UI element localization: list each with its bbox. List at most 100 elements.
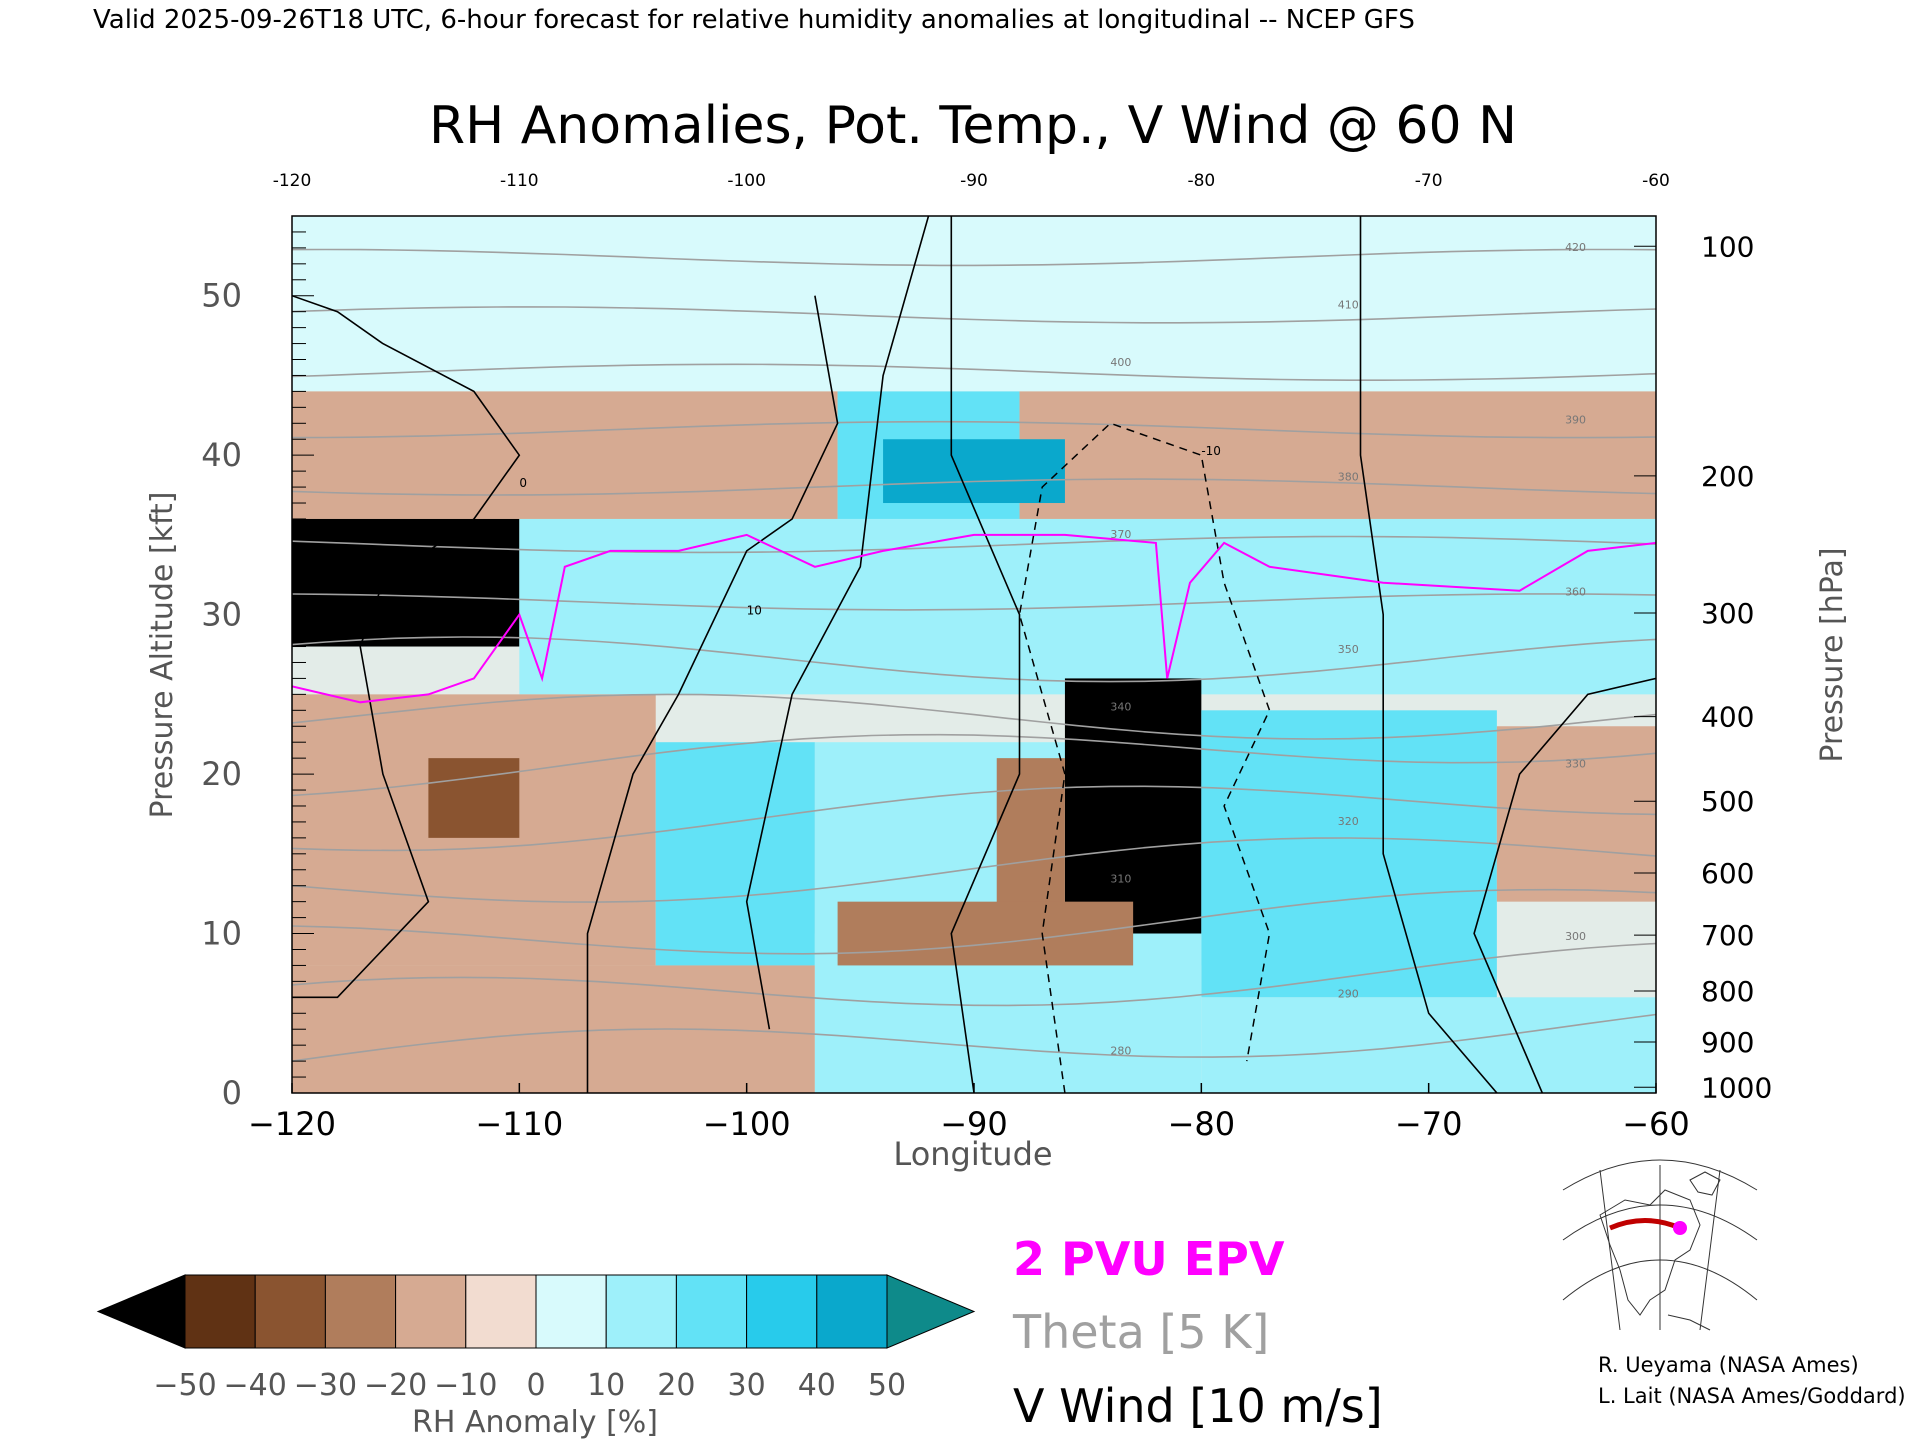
theta-label-380: 380 bbox=[1338, 471, 1359, 484]
p-tick-label-200: 200 bbox=[1701, 460, 1754, 493]
p-tick-label-600: 600 bbox=[1701, 857, 1754, 890]
y-axis-label-left: Pressure Altitude [kft] bbox=[145, 492, 180, 819]
credit-line-2: L. Lait (NASA Ames/Goddard) bbox=[1598, 1384, 1906, 1408]
theta-label-300: 300 bbox=[1565, 930, 1586, 943]
vwind-label-2: -10 bbox=[1201, 444, 1221, 458]
colorbar-tick--50: −50 bbox=[153, 1368, 216, 1403]
rh-region-9 bbox=[655, 742, 815, 966]
theta-label-280: 280 bbox=[1110, 1045, 1131, 1058]
theta-label-420: 420 bbox=[1565, 241, 1586, 254]
theta-line-300 bbox=[292, 888, 1656, 955]
epv-2pvu-line bbox=[292, 533, 1656, 704]
colorbar-tick-20: 20 bbox=[657, 1368, 695, 1403]
colorbar-under-arrow bbox=[96, 1274, 186, 1349]
rh-region-13 bbox=[1201, 710, 1497, 998]
x-top-label--80: -80 bbox=[1187, 171, 1215, 191]
plot-area: 280 290 300 310 320 330 340 350 360 370 380 390 400 4… bbox=[291, 215, 1657, 1094]
colorbar-tick--40: −40 bbox=[224, 1368, 287, 1403]
x-tick-label--70: −70 bbox=[1395, 1105, 1463, 1143]
theta-line-390 bbox=[292, 420, 1656, 439]
y-axis-label-right: Pressure [hPa] bbox=[1815, 547, 1850, 762]
colorbar-segment-7 bbox=[675, 1274, 748, 1349]
y-tick-label-10: 10 bbox=[201, 915, 242, 953]
epv-contour bbox=[292, 533, 1656, 704]
rh-region-2 bbox=[1019, 391, 1656, 519]
theta-contours: 280 290 300 310 320 330 340 350 360 370 380 390 400 4… bbox=[292, 241, 1656, 1062]
y-tick-label-50: 50 bbox=[201, 277, 242, 315]
colorbar-segment-4 bbox=[465, 1274, 537, 1349]
theta-label-310: 310 bbox=[1110, 873, 1131, 886]
theta-label-410: 410 bbox=[1338, 298, 1359, 311]
colorbar-segment-9 bbox=[816, 1274, 888, 1349]
valid-header: Valid 2025-09-26T18 UTC, 6-hour forecast… bbox=[93, 5, 1415, 35]
colorbar-over-arrow bbox=[886, 1274, 976, 1349]
x-top-label--70: -70 bbox=[1415, 171, 1443, 191]
p-tick-label-700: 700 bbox=[1701, 919, 1754, 952]
vwind-contours: 0 10 -10 bbox=[292, 216, 1656, 1093]
theta-label-370: 370 bbox=[1110, 528, 1131, 541]
theta-line-360 bbox=[292, 593, 1656, 611]
rh-region-11 bbox=[1064, 678, 1202, 934]
theta-line-350 bbox=[292, 636, 1656, 683]
vwind-line-1 bbox=[586, 295, 839, 1093]
y-tick-label-20: 20 bbox=[201, 755, 242, 793]
rh-region-5 bbox=[292, 518, 520, 647]
colorbar-label: RH Anomaly [%] bbox=[412, 1405, 658, 1440]
colorbar-segment-8 bbox=[746, 1274, 818, 1349]
p-tick-label-800: 800 bbox=[1701, 975, 1754, 1008]
theta-line-340 bbox=[292, 693, 1656, 740]
y-tick-label-0: 0 bbox=[222, 1074, 242, 1112]
theta-line-290 bbox=[292, 942, 1656, 1007]
theta-line-400 bbox=[292, 363, 1656, 381]
theta-line-370 bbox=[292, 535, 1656, 554]
vwind-negative-contour bbox=[1018, 422, 1271, 1093]
colorbar-tick--30: −30 bbox=[294, 1368, 357, 1403]
colorbar-tick-50: 50 bbox=[868, 1368, 906, 1403]
theta-label-340: 340 bbox=[1110, 700, 1131, 713]
rh-anomaly-field bbox=[292, 216, 1656, 1093]
colorbar-tick-40: 40 bbox=[798, 1368, 836, 1403]
vwind-line-4 bbox=[1359, 216, 1498, 1093]
x-tick-label--90: −90 bbox=[940, 1105, 1008, 1143]
x-tick-label--60: −60 bbox=[1622, 1105, 1690, 1143]
x-tick-label--120: −120 bbox=[248, 1105, 336, 1143]
x-tick-label--110: −110 bbox=[475, 1105, 563, 1143]
credit-line-1: R. Ueyama (NASA Ames) bbox=[1598, 1353, 1859, 1377]
theta-label-290: 290 bbox=[1338, 987, 1359, 1000]
rh-region-4 bbox=[883, 439, 1065, 504]
theta-label-400: 400 bbox=[1110, 356, 1131, 369]
colorbar-tick--20: −20 bbox=[364, 1368, 427, 1403]
p-tick-label-300: 300 bbox=[1701, 597, 1754, 630]
vwind-label-0: 0 bbox=[519, 476, 527, 490]
colorbar-tick--10: −10 bbox=[434, 1368, 497, 1403]
vwind-line-0 bbox=[292, 294, 521, 999]
theta-label-360: 360 bbox=[1565, 586, 1586, 599]
colorbar-segment-1 bbox=[254, 1274, 326, 1349]
theta-line-410 bbox=[292, 306, 1656, 324]
theta-line-380 bbox=[292, 478, 1656, 496]
rh-region-1 bbox=[292, 391, 838, 519]
p-tick-label-100: 100 bbox=[1701, 230, 1754, 263]
x-axis-bottom: −120 −110 −100 −90 −80 −70 −60 bbox=[248, 1083, 1690, 1143]
chart-title: RH Anomalies, Pot. Temp., V Wind @ 60 N bbox=[429, 96, 1517, 156]
theta-label-320: 320 bbox=[1338, 815, 1359, 828]
y-axis-right: 100 200 300 400 500 600 700 800 900 1000 bbox=[1634, 230, 1772, 1104]
colorbar-segment-6 bbox=[605, 1274, 677, 1349]
colorbar-segment-3 bbox=[395, 1274, 467, 1349]
colorbar: −50 −40 −30 −20 −10 0 10 20 30 40 50 bbox=[96, 1274, 976, 1403]
p-tick-label-500: 500 bbox=[1701, 785, 1754, 818]
colorbar-segment-5 bbox=[535, 1274, 607, 1349]
colorbar-segment-2 bbox=[324, 1274, 397, 1349]
y-tick-label-40: 40 bbox=[201, 436, 242, 474]
location-marker bbox=[1673, 1221, 1687, 1235]
x-axis-top: -120 -110 -100 -90 -80 -70 -60 bbox=[273, 171, 1670, 191]
x-top-label--60: -60 bbox=[1642, 171, 1670, 191]
p-tick-label-400: 400 bbox=[1701, 701, 1754, 734]
x-top-label--100: -100 bbox=[727, 171, 766, 191]
theta-line-420 bbox=[292, 248, 1656, 267]
x-top-label--110: -110 bbox=[500, 171, 539, 191]
colorbar-segment-0 bbox=[184, 1274, 256, 1349]
rh-region-17 bbox=[837, 901, 1134, 966]
theta-line-320 bbox=[292, 785, 1656, 852]
